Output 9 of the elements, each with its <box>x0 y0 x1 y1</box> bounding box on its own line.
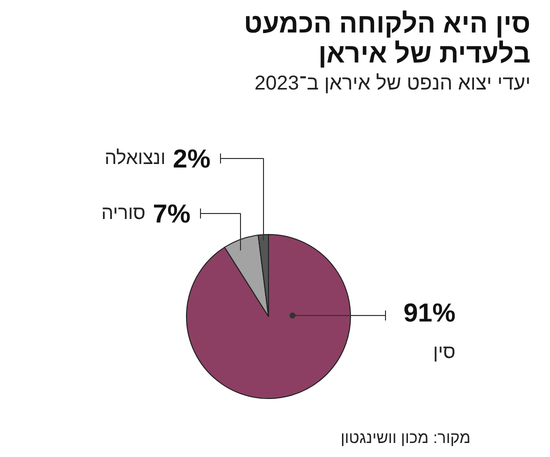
slice-label: סין <box>433 342 456 363</box>
text: מקור: מכון וושינגטון <box>340 430 471 447</box>
data-label: 91% <box>403 298 456 328</box>
data-label: 7% <box>152 198 190 228</box>
chart-subtitle: יעדי יצוא הנפט של איראן ב־2023 <box>254 72 531 94</box>
chart-title: סין היא הלקוחה הכמעט בלעדית של איראן <box>244 8 531 68</box>
slice-label: ונצואלה <box>104 148 166 169</box>
data-label: 2% <box>172 144 210 174</box>
slice-label: סוריה <box>101 203 146 224</box>
